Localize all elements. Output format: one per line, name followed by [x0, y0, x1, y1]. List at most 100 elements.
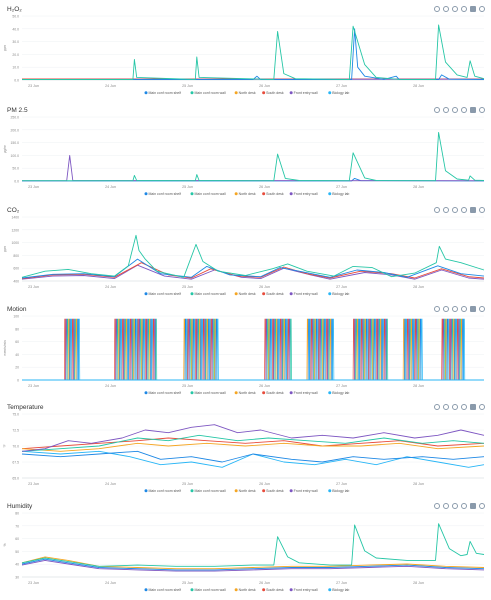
magnifier-icon[interactable] [452, 207, 458, 213]
legend-item[interactable]: Main conf room shelf [144, 192, 182, 196]
legend-label: South desk [266, 192, 284, 196]
legend-label: Main conf room shelf [149, 391, 182, 395]
legend-item[interactable]: Biology lab [328, 292, 349, 296]
legend-item[interactable]: Main conf room shelf [144, 391, 182, 395]
pan-icon[interactable] [461, 404, 467, 410]
y-tick-label: 100.0 [11, 154, 20, 158]
y-axis-label: μg/m³ [3, 145, 7, 153]
legend-item[interactable]: South desk [262, 489, 284, 493]
legend-item[interactable]: South desk [262, 391, 284, 395]
legend-marker [144, 192, 148, 196]
motion-spike [442, 318, 445, 381]
zoom-out-icon[interactable] [443, 404, 449, 410]
home-icon[interactable] [470, 207, 476, 213]
legend-item[interactable]: Main conf room shelf [144, 489, 182, 493]
pan-icon[interactable] [461, 6, 467, 12]
legend-item[interactable]: Main conf room wall [190, 91, 226, 95]
legend-item[interactable]: North desk [234, 292, 256, 296]
legend-item[interactable]: Main conf room wall [190, 588, 226, 592]
zoom-out-icon[interactable] [443, 207, 449, 213]
menu-icon[interactable] [479, 6, 485, 12]
menu-icon[interactable] [479, 107, 485, 113]
legend-item[interactable]: Biology lab [328, 391, 349, 395]
menu-icon[interactable] [479, 306, 485, 312]
x-tick-label: 25 Jun [182, 84, 193, 88]
motion-spike [316, 318, 319, 381]
legend-item[interactable]: Main conf room wall [190, 489, 226, 493]
legend-item[interactable]: Biology lab [328, 91, 349, 95]
chart-svg: 30 40 50 60 70 80% 23 Jun 24 Jun 25 Jun 26 Jun 27 … [3, 512, 485, 592]
zoom-in-icon[interactable] [434, 306, 440, 312]
legend-item[interactable]: North desk [234, 588, 256, 592]
home-icon[interactable] [470, 306, 476, 312]
legend-item[interactable]: Front entry wall [289, 192, 318, 196]
home-icon[interactable] [470, 6, 476, 12]
menu-icon[interactable] [479, 503, 485, 509]
legend-item[interactable]: South desk [262, 292, 284, 296]
legend-item[interactable]: Biology lab [328, 588, 349, 592]
legend-item[interactable]: North desk [234, 489, 256, 493]
x-tick-label: 28 Jun [413, 185, 424, 189]
legend-label: Front entry wall [294, 91, 318, 95]
x-tick-label: 27 Jun [336, 384, 347, 388]
home-icon[interactable] [470, 107, 476, 113]
legend-label: North desk [239, 588, 256, 592]
motion-spike [320, 318, 323, 381]
legend-item[interactable]: Main conf room shelf [144, 588, 182, 592]
series-line [21, 442, 485, 452]
zoom-in-icon[interactable] [434, 404, 440, 410]
y-tick-label: 70.0 [12, 445, 19, 449]
pan-icon[interactable] [461, 107, 467, 113]
legend-item[interactable]: Main conf room shelf [144, 292, 182, 296]
legend-item[interactable]: Main conf room wall [190, 292, 226, 296]
legend-marker [328, 588, 332, 592]
motion-spike [264, 318, 267, 381]
magnifier-icon[interactable] [452, 503, 458, 509]
chart-svg: 0.0 10.0 20.0 30.0 40.0 50.0 ppm 23 Jun 24 Jun 25… [3, 15, 485, 95]
legend-item[interactable]: Front entry wall [289, 489, 318, 493]
legend-item[interactable]: Biology lab [328, 489, 349, 493]
legend-item[interactable]: North desk [234, 391, 256, 395]
legend-item[interactable]: North desk [234, 192, 256, 196]
magnifier-icon[interactable] [452, 404, 458, 410]
pan-icon[interactable] [461, 306, 467, 312]
zoom-out-icon[interactable] [443, 6, 449, 12]
motion-spike [119, 318, 122, 381]
chart-toolbar [434, 503, 485, 509]
motion-spike [214, 318, 217, 381]
magnifier-icon[interactable] [452, 306, 458, 312]
legend-item[interactable]: Front entry wall [289, 391, 318, 395]
menu-icon[interactable] [479, 207, 485, 213]
magnifier-icon[interactable] [452, 6, 458, 12]
x-tick-label: 26 Jun [259, 384, 270, 388]
zoom-out-icon[interactable] [443, 107, 449, 113]
y-tick-label: 1000 [11, 241, 19, 245]
home-icon[interactable] [470, 404, 476, 410]
legend-item[interactable]: South desk [262, 588, 284, 592]
legend-item[interactable]: Front entry wall [289, 292, 318, 296]
legend-item[interactable]: Biology lab [328, 192, 349, 196]
legend-item[interactable]: Main conf room wall [190, 391, 226, 395]
zoom-out-icon[interactable] [443, 306, 449, 312]
legend-item[interactable]: Front entry wall [289, 91, 318, 95]
legend-label: Front entry wall [294, 489, 318, 493]
legend-item[interactable]: Main conf room wall [190, 192, 226, 196]
zoom-out-icon[interactable] [443, 503, 449, 509]
zoom-in-icon[interactable] [434, 207, 440, 213]
pan-icon[interactable] [461, 207, 467, 213]
legend-item[interactable]: South desk [262, 91, 284, 95]
magnifier-icon[interactable] [452, 107, 458, 113]
legend-item[interactable]: Main conf room shelf [144, 91, 182, 95]
pan-icon[interactable] [461, 503, 467, 509]
home-icon[interactable] [470, 503, 476, 509]
zoom-in-icon[interactable] [434, 6, 440, 12]
motion-spike [386, 318, 389, 381]
legend-label: North desk [239, 391, 256, 395]
legend-item[interactable]: Front entry wall [289, 588, 318, 592]
menu-icon[interactable] [479, 404, 485, 410]
legend-item[interactable]: South desk [262, 192, 284, 196]
legend-item[interactable]: North desk [234, 91, 256, 95]
x-tick-label: 24 Jun [105, 185, 116, 189]
zoom-in-icon[interactable] [434, 107, 440, 113]
zoom-in-icon[interactable] [434, 503, 440, 509]
